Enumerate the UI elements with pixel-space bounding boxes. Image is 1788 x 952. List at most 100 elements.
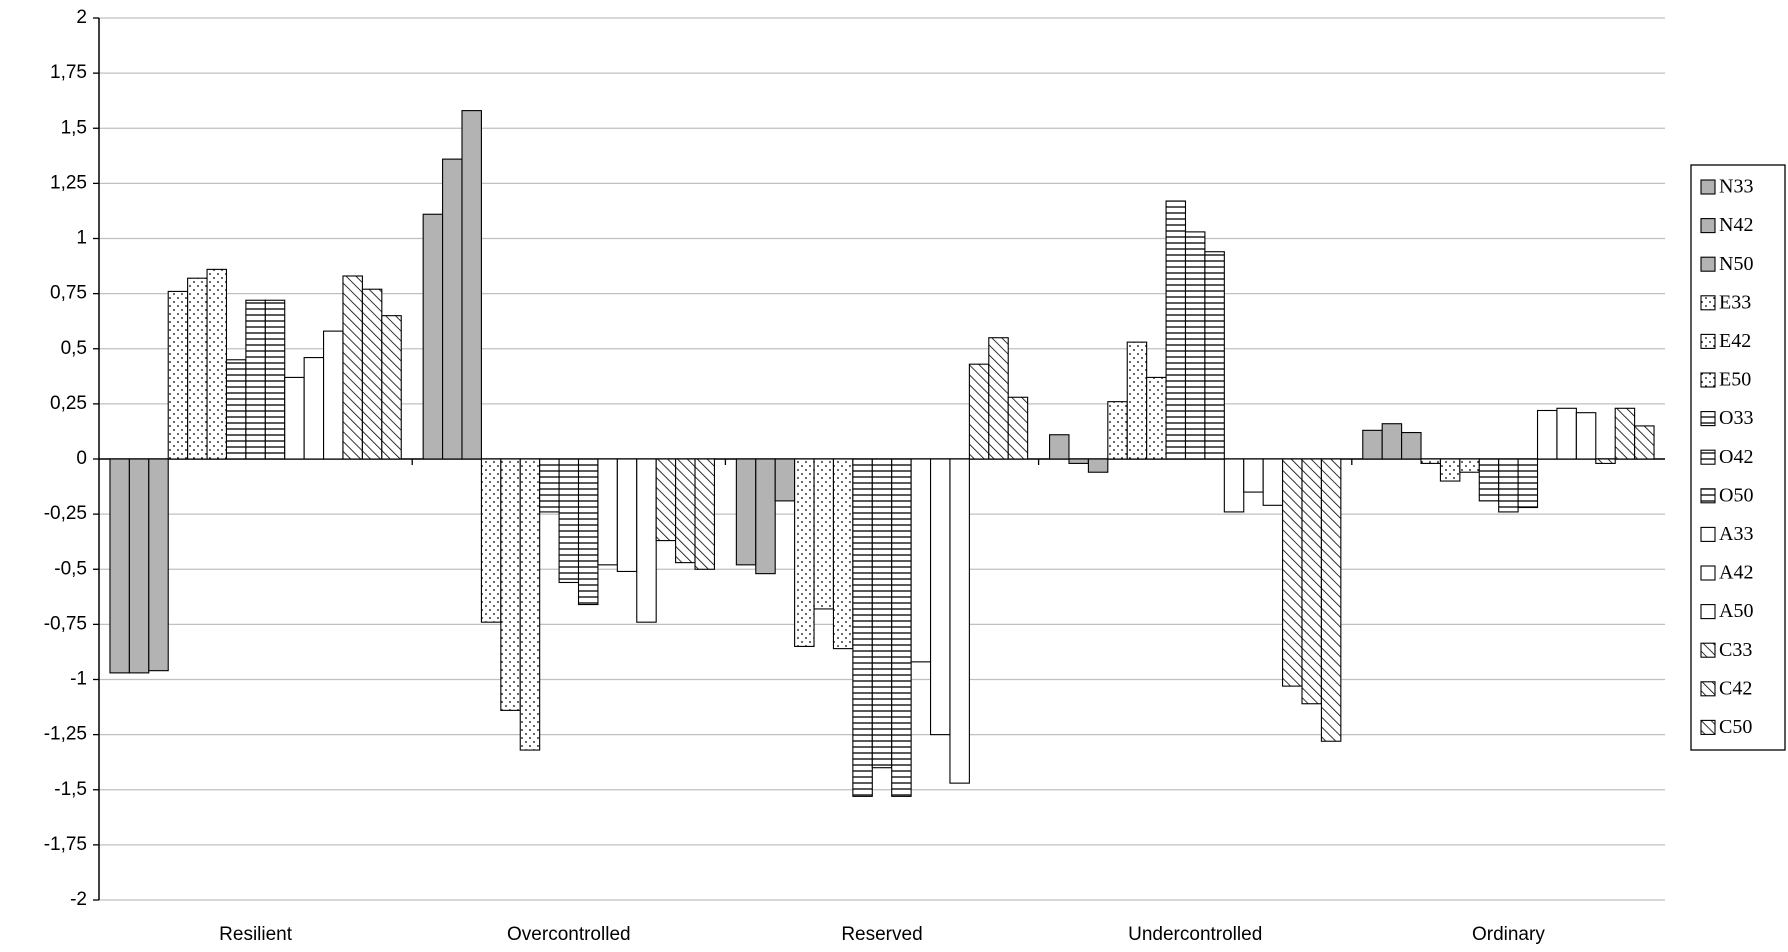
legend-label: C50 [1719, 716, 1752, 738]
legend-swatch [1700, 218, 1716, 234]
legend-swatch [1700, 295, 1716, 311]
bar [655, 458, 677, 542]
bar [361, 288, 383, 460]
bar [303, 357, 325, 460]
y-tick-label: -2 [70, 889, 87, 910]
bar [1459, 458, 1480, 473]
legend-label: N33 [1719, 176, 1753, 198]
legend-swatch [1700, 681, 1716, 697]
legend-label: C42 [1719, 677, 1752, 699]
y-tick-label: 1 [76, 228, 87, 249]
y-tick-label: 1,5 [61, 117, 87, 138]
y-tick-label: 0,75 [50, 283, 87, 304]
bar [988, 337, 1009, 460]
legend-label: N42 [1719, 214, 1753, 236]
legend-swatch [1700, 604, 1716, 620]
bar [264, 299, 286, 460]
x-tick-label: Resilient [219, 924, 293, 945]
legend-swatch [1700, 179, 1716, 195]
legend-label: E50 [1719, 369, 1751, 391]
bar [1320, 458, 1342, 742]
legend-label: O42 [1719, 446, 1753, 468]
legend-swatch [1700, 642, 1716, 658]
bar [1401, 431, 1422, 460]
legend-label: A33 [1719, 523, 1753, 545]
bar [480, 458, 502, 623]
legend-swatch [1700, 333, 1716, 349]
x-tick-label: Ordinary [1472, 924, 1545, 945]
y-tick-label: 0 [76, 448, 87, 469]
y-tick-label: -1,5 [54, 779, 87, 800]
y-tick-label: 0,5 [61, 338, 87, 359]
legend: N33 N42 N50 E33 E42 E50 O33 O42 O50 A33 A42 A50 C33 C… [1700, 176, 1753, 738]
bar [597, 458, 618, 566]
bar [774, 458, 796, 502]
bar [1282, 458, 1303, 687]
bar [694, 458, 715, 570]
bar [148, 458, 169, 672]
bar [442, 158, 463, 460]
bar [128, 458, 150, 674]
bar [206, 268, 228, 460]
bar [1595, 458, 1616, 464]
bar [1362, 429, 1383, 460]
bar [675, 458, 696, 564]
bar [109, 458, 130, 674]
y-tick-label: 0,25 [50, 393, 87, 414]
bar [1007, 396, 1029, 460]
bar [929, 458, 951, 736]
bar [1049, 434, 1070, 460]
legend-label: A42 [1719, 562, 1753, 584]
y-tick-label: -1 [70, 669, 87, 690]
bar [558, 458, 580, 584]
bar [1556, 407, 1577, 460]
bar [187, 277, 208, 460]
bar [519, 458, 541, 751]
legend-swatch [1700, 411, 1716, 427]
bar [755, 458, 776, 575]
y-tick-label: -0,25 [44, 503, 87, 524]
y-tick-label: -1,25 [44, 724, 87, 745]
legend-swatch [1700, 488, 1716, 504]
legend-label: A50 [1719, 600, 1753, 622]
y-tick-label: -0,5 [54, 558, 87, 579]
bar [422, 213, 444, 460]
bar [1165, 200, 1187, 460]
y-tick-label: 1,25 [50, 172, 87, 193]
legend-swatch [1700, 449, 1716, 465]
bar [577, 458, 599, 606]
bar [323, 330, 344, 460]
bar [1439, 458, 1461, 482]
bar [1517, 458, 1539, 509]
bar [1634, 425, 1655, 460]
y-tick-label: 1,75 [50, 62, 87, 83]
bar [968, 363, 990, 460]
bar [636, 458, 657, 623]
legend-swatch [1700, 256, 1716, 272]
bar [500, 458, 521, 711]
x-tick-label: Overcontrolled [507, 924, 631, 945]
bar [1184, 231, 1206, 460]
bar [794, 458, 815, 647]
bar [1498, 458, 1519, 513]
bar [1223, 458, 1245, 513]
bar [1614, 407, 1636, 460]
legend-label: E42 [1719, 330, 1751, 352]
y-tick-label: 2 [76, 7, 87, 28]
bar [891, 458, 912, 797]
bar [949, 458, 970, 784]
bar [284, 376, 305, 460]
bar [245, 299, 266, 460]
bar [1301, 458, 1322, 705]
bar [539, 458, 560, 513]
bar [1243, 458, 1264, 493]
bar [1536, 409, 1558, 460]
legend-label: O33 [1719, 407, 1753, 429]
bar [616, 458, 638, 573]
bar [381, 315, 402, 460]
bar [1068, 458, 1089, 464]
bar [735, 458, 757, 566]
bar [871, 458, 893, 769]
bar [225, 359, 247, 460]
